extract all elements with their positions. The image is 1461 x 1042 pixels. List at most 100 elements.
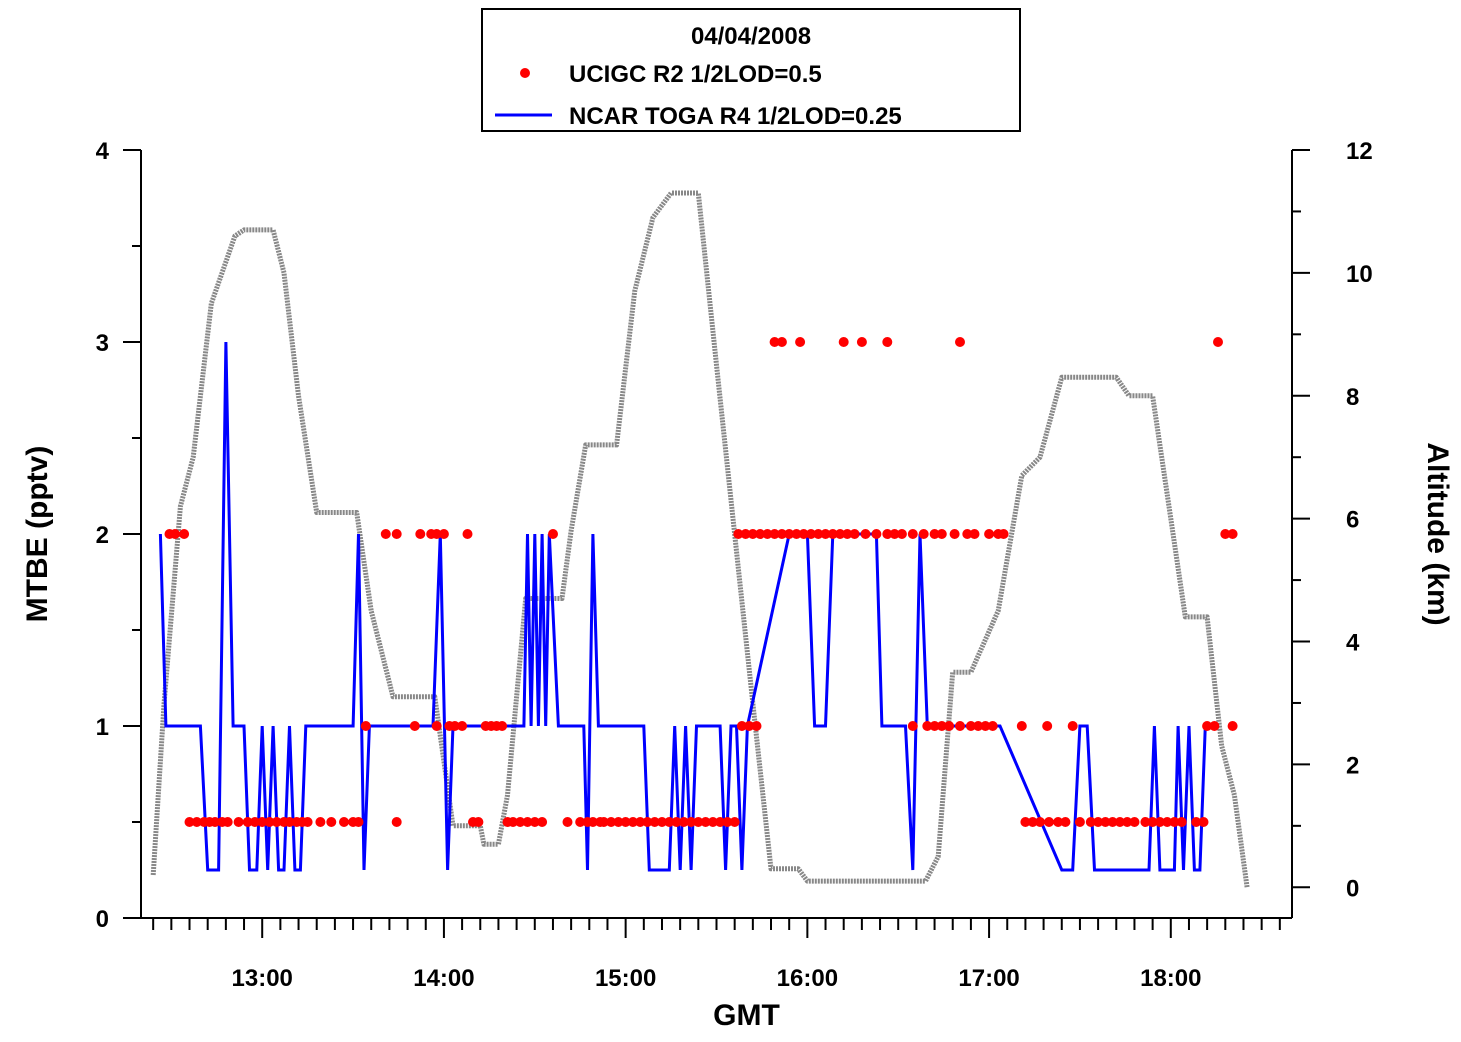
ucigc-point xyxy=(664,817,675,827)
ucigc-point xyxy=(973,721,984,731)
ucigc-point xyxy=(949,529,960,539)
ucigc-point xyxy=(882,337,893,347)
ucigc-point xyxy=(740,529,751,539)
ucigc-point xyxy=(1191,817,1202,827)
ucigc-point xyxy=(856,337,867,347)
ucigc-point xyxy=(462,529,473,539)
ucigc-point xyxy=(264,817,275,827)
ucigc-point xyxy=(1176,817,1187,827)
ucigc-point xyxy=(733,529,744,539)
ucigc-point xyxy=(776,529,787,539)
ucigc-point xyxy=(715,817,726,827)
ucigc-point xyxy=(1209,721,1220,731)
ucigc-point xyxy=(882,529,893,539)
ucigc-point xyxy=(1198,817,1209,827)
ucigc-point xyxy=(769,337,780,347)
ucigc-point xyxy=(473,817,484,827)
ucigc-point xyxy=(1129,817,1140,827)
ucigc-point xyxy=(860,529,871,539)
ucigc-point xyxy=(791,529,802,539)
ucigc-point xyxy=(896,529,907,539)
ucigc-point xyxy=(620,817,631,827)
y-tick-label: 0 xyxy=(96,906,109,933)
ucigc-point xyxy=(1227,529,1238,539)
ucigc-point xyxy=(606,817,617,827)
ucigc-point xyxy=(431,721,442,731)
ucigc-point xyxy=(431,529,442,539)
ucigc-point xyxy=(747,529,758,539)
ucigc-point xyxy=(415,529,426,539)
ucigc-point xyxy=(575,817,586,827)
ucigc-point xyxy=(1122,817,1133,827)
ucigc-point xyxy=(751,721,762,731)
ucigc-point xyxy=(391,817,402,827)
ucigc-point xyxy=(191,817,202,827)
ucigc-point xyxy=(955,337,965,347)
x-tick-label: 16:00 xyxy=(777,965,838,992)
y2-tick-label: 6 xyxy=(1346,507,1359,534)
altitude-line xyxy=(150,190,1250,888)
ucigc-point xyxy=(562,817,573,827)
ucigc-point xyxy=(987,721,998,731)
ucigc-point xyxy=(980,721,991,731)
ucigc-point xyxy=(965,721,976,731)
ucigc-point xyxy=(548,529,558,539)
ucigc-point xyxy=(700,817,711,827)
ucigc-point xyxy=(642,817,653,827)
ucigc-point xyxy=(929,529,940,539)
ucigc-point xyxy=(339,817,349,827)
ucigc-point xyxy=(380,529,391,539)
ucigc-point xyxy=(233,817,244,827)
ucigc-point xyxy=(449,721,460,731)
ucigc-point xyxy=(849,529,860,539)
ucigc-point xyxy=(1107,817,1118,827)
ucigc-point xyxy=(438,529,449,539)
x-tick-label: 17:00 xyxy=(958,965,1019,992)
y2-axis-title: Altitude (km) xyxy=(1421,442,1454,625)
ucigc-point xyxy=(409,721,420,731)
ucigc-point xyxy=(936,721,947,731)
ucigc-point xyxy=(1016,721,1027,731)
ucigc-point xyxy=(813,529,824,539)
y2-tick-label: 0 xyxy=(1346,875,1359,902)
ucigc-point xyxy=(1042,721,1053,731)
ucigc-point xyxy=(1169,817,1180,827)
ucigc-point xyxy=(998,529,1009,539)
x-tick-label: 14:00 xyxy=(413,965,474,992)
ucigc-point xyxy=(1114,817,1125,827)
ucigc-point xyxy=(529,817,540,827)
ucigc-point xyxy=(907,721,918,731)
y-tick-label: 4 xyxy=(96,138,110,165)
ucigc-point xyxy=(842,529,853,539)
ucigc-point xyxy=(649,817,660,827)
ucigc-point xyxy=(918,529,929,539)
ucigc-point xyxy=(889,529,900,539)
ucigc-point xyxy=(1213,337,1223,347)
ucigc-point xyxy=(522,817,533,827)
ucigc-point xyxy=(587,817,598,827)
ucigc-point xyxy=(1027,817,1038,827)
ucigc-point xyxy=(806,529,816,539)
ucigc-point xyxy=(257,817,268,827)
ucigc-point xyxy=(762,529,773,539)
y-tick-label: 2 xyxy=(96,522,109,549)
y2-tick-label: 4 xyxy=(1346,630,1360,657)
ucigc-point xyxy=(210,817,220,827)
legend-marker-ucigc xyxy=(520,68,530,78)
y2-tick-label: 12 xyxy=(1346,138,1373,165)
ucigc-point xyxy=(1147,817,1158,827)
ucigc-point xyxy=(497,721,508,731)
ucigc-point xyxy=(936,529,947,539)
ucigc-point xyxy=(1140,817,1151,827)
ucigc-point xyxy=(944,721,955,731)
ucigc-point xyxy=(969,529,980,539)
ucigc-point xyxy=(635,817,646,827)
ucigc-point xyxy=(827,529,838,539)
ucigc-point xyxy=(686,817,697,827)
ucigc-point xyxy=(657,817,667,827)
ucigc-point xyxy=(729,817,740,827)
ucigc-point xyxy=(1227,721,1238,731)
legend-label-ncar: NCAR TOGA R4 1/2LOD=0.25 xyxy=(569,103,902,130)
ucigc-point xyxy=(508,817,518,827)
